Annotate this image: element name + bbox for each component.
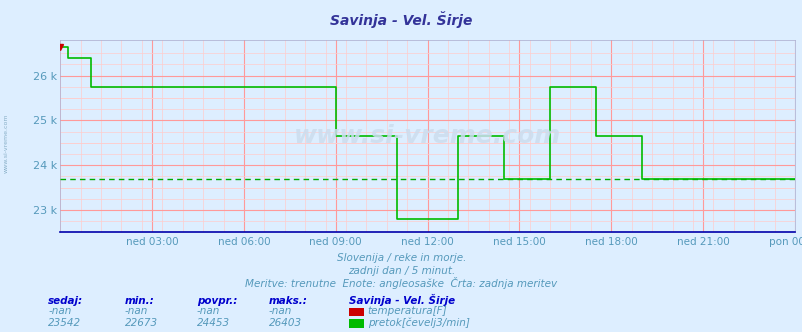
Text: Savinja - Vel. Širje: Savinja - Vel. Širje <box>330 12 472 29</box>
Text: Meritve: trenutne  Enote: angleosaške  Črta: zadnja meritev: Meritve: trenutne Enote: angleosaške Črt… <box>245 277 557 289</box>
Text: -nan: -nan <box>269 306 292 316</box>
Text: sedaj:: sedaj: <box>48 296 83 306</box>
Text: 26403: 26403 <box>269 318 302 328</box>
Text: www.si-vreme.com: www.si-vreme.com <box>294 124 561 148</box>
Text: -nan: -nan <box>196 306 220 316</box>
Text: temperatura[F]: temperatura[F] <box>367 306 447 316</box>
Text: Savinja - Vel. Širje: Savinja - Vel. Širje <box>349 294 455 306</box>
Text: pretok[čevelj3/min]: pretok[čevelj3/min] <box>367 317 469 328</box>
Text: -nan: -nan <box>124 306 148 316</box>
Text: Slovenija / reke in morje.: Slovenija / reke in morje. <box>336 253 466 263</box>
Text: 23542: 23542 <box>48 318 81 328</box>
Text: -nan: -nan <box>48 306 71 316</box>
Text: 22673: 22673 <box>124 318 157 328</box>
Text: 24453: 24453 <box>196 318 229 328</box>
Text: zadnji dan / 5 minut.: zadnji dan / 5 minut. <box>347 266 455 276</box>
Text: povpr.:: povpr.: <box>196 296 237 306</box>
Text: min.:: min.: <box>124 296 154 306</box>
Text: maks.:: maks.: <box>269 296 307 306</box>
Text: www.si-vreme.com: www.si-vreme.com <box>4 113 9 173</box>
